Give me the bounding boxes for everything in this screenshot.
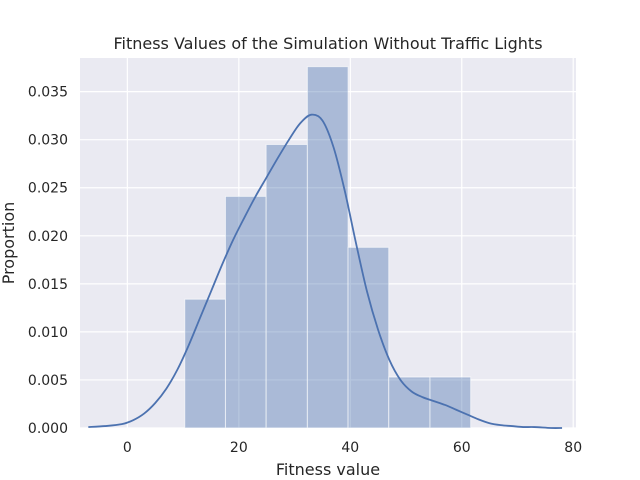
y-axis-ticks: 0.000 0.005 0.010 0.015 0.020 0.025 0.030 0.035 (28, 85, 68, 437)
x-axis-label: Fitness value (276, 460, 380, 479)
histogram-bar-4 (347, 246, 390, 429)
y-tick-label-1: 0.005 (28, 373, 68, 389)
y-tick-label-3: 0.015 (28, 277, 68, 293)
histogram-bar-3 (306, 66, 349, 429)
y-tick-label-2: 0.010 (28, 325, 68, 341)
histogram-bar-0 (184, 298, 226, 429)
x-tick-label-2: 40 (341, 440, 359, 456)
histogram-bar-2 (265, 143, 308, 429)
histogram-bars (184, 66, 472, 429)
histogram-bar-6 (429, 376, 472, 429)
x-tick-label-4: 80 (564, 440, 582, 456)
y-tick-label-4: 0.020 (28, 229, 68, 245)
y-tick-label-7: 0.035 (28, 85, 68, 101)
histogram-bar-1 (224, 195, 267, 429)
x-tick-label-0: 0 (123, 440, 132, 456)
histogram-bar-5 (388, 376, 431, 429)
y-tick-label-5: 0.025 (28, 181, 68, 197)
y-tick-label-6: 0.030 (28, 133, 68, 149)
kde-curve (88, 113, 563, 429)
grid-lines (80, 58, 576, 429)
y-axis-label: Proportion (0, 202, 18, 285)
x-axis-ticks: 0 20 40 60 80 (123, 440, 582, 456)
y-tick-label-0: 0.000 (28, 421, 68, 437)
plot-area (80, 58, 576, 428)
x-tick-label-3: 60 (453, 440, 471, 456)
chart-title: Fitness Values of the Simulation Without… (113, 34, 542, 53)
x-tick-label-1: 20 (230, 440, 248, 456)
